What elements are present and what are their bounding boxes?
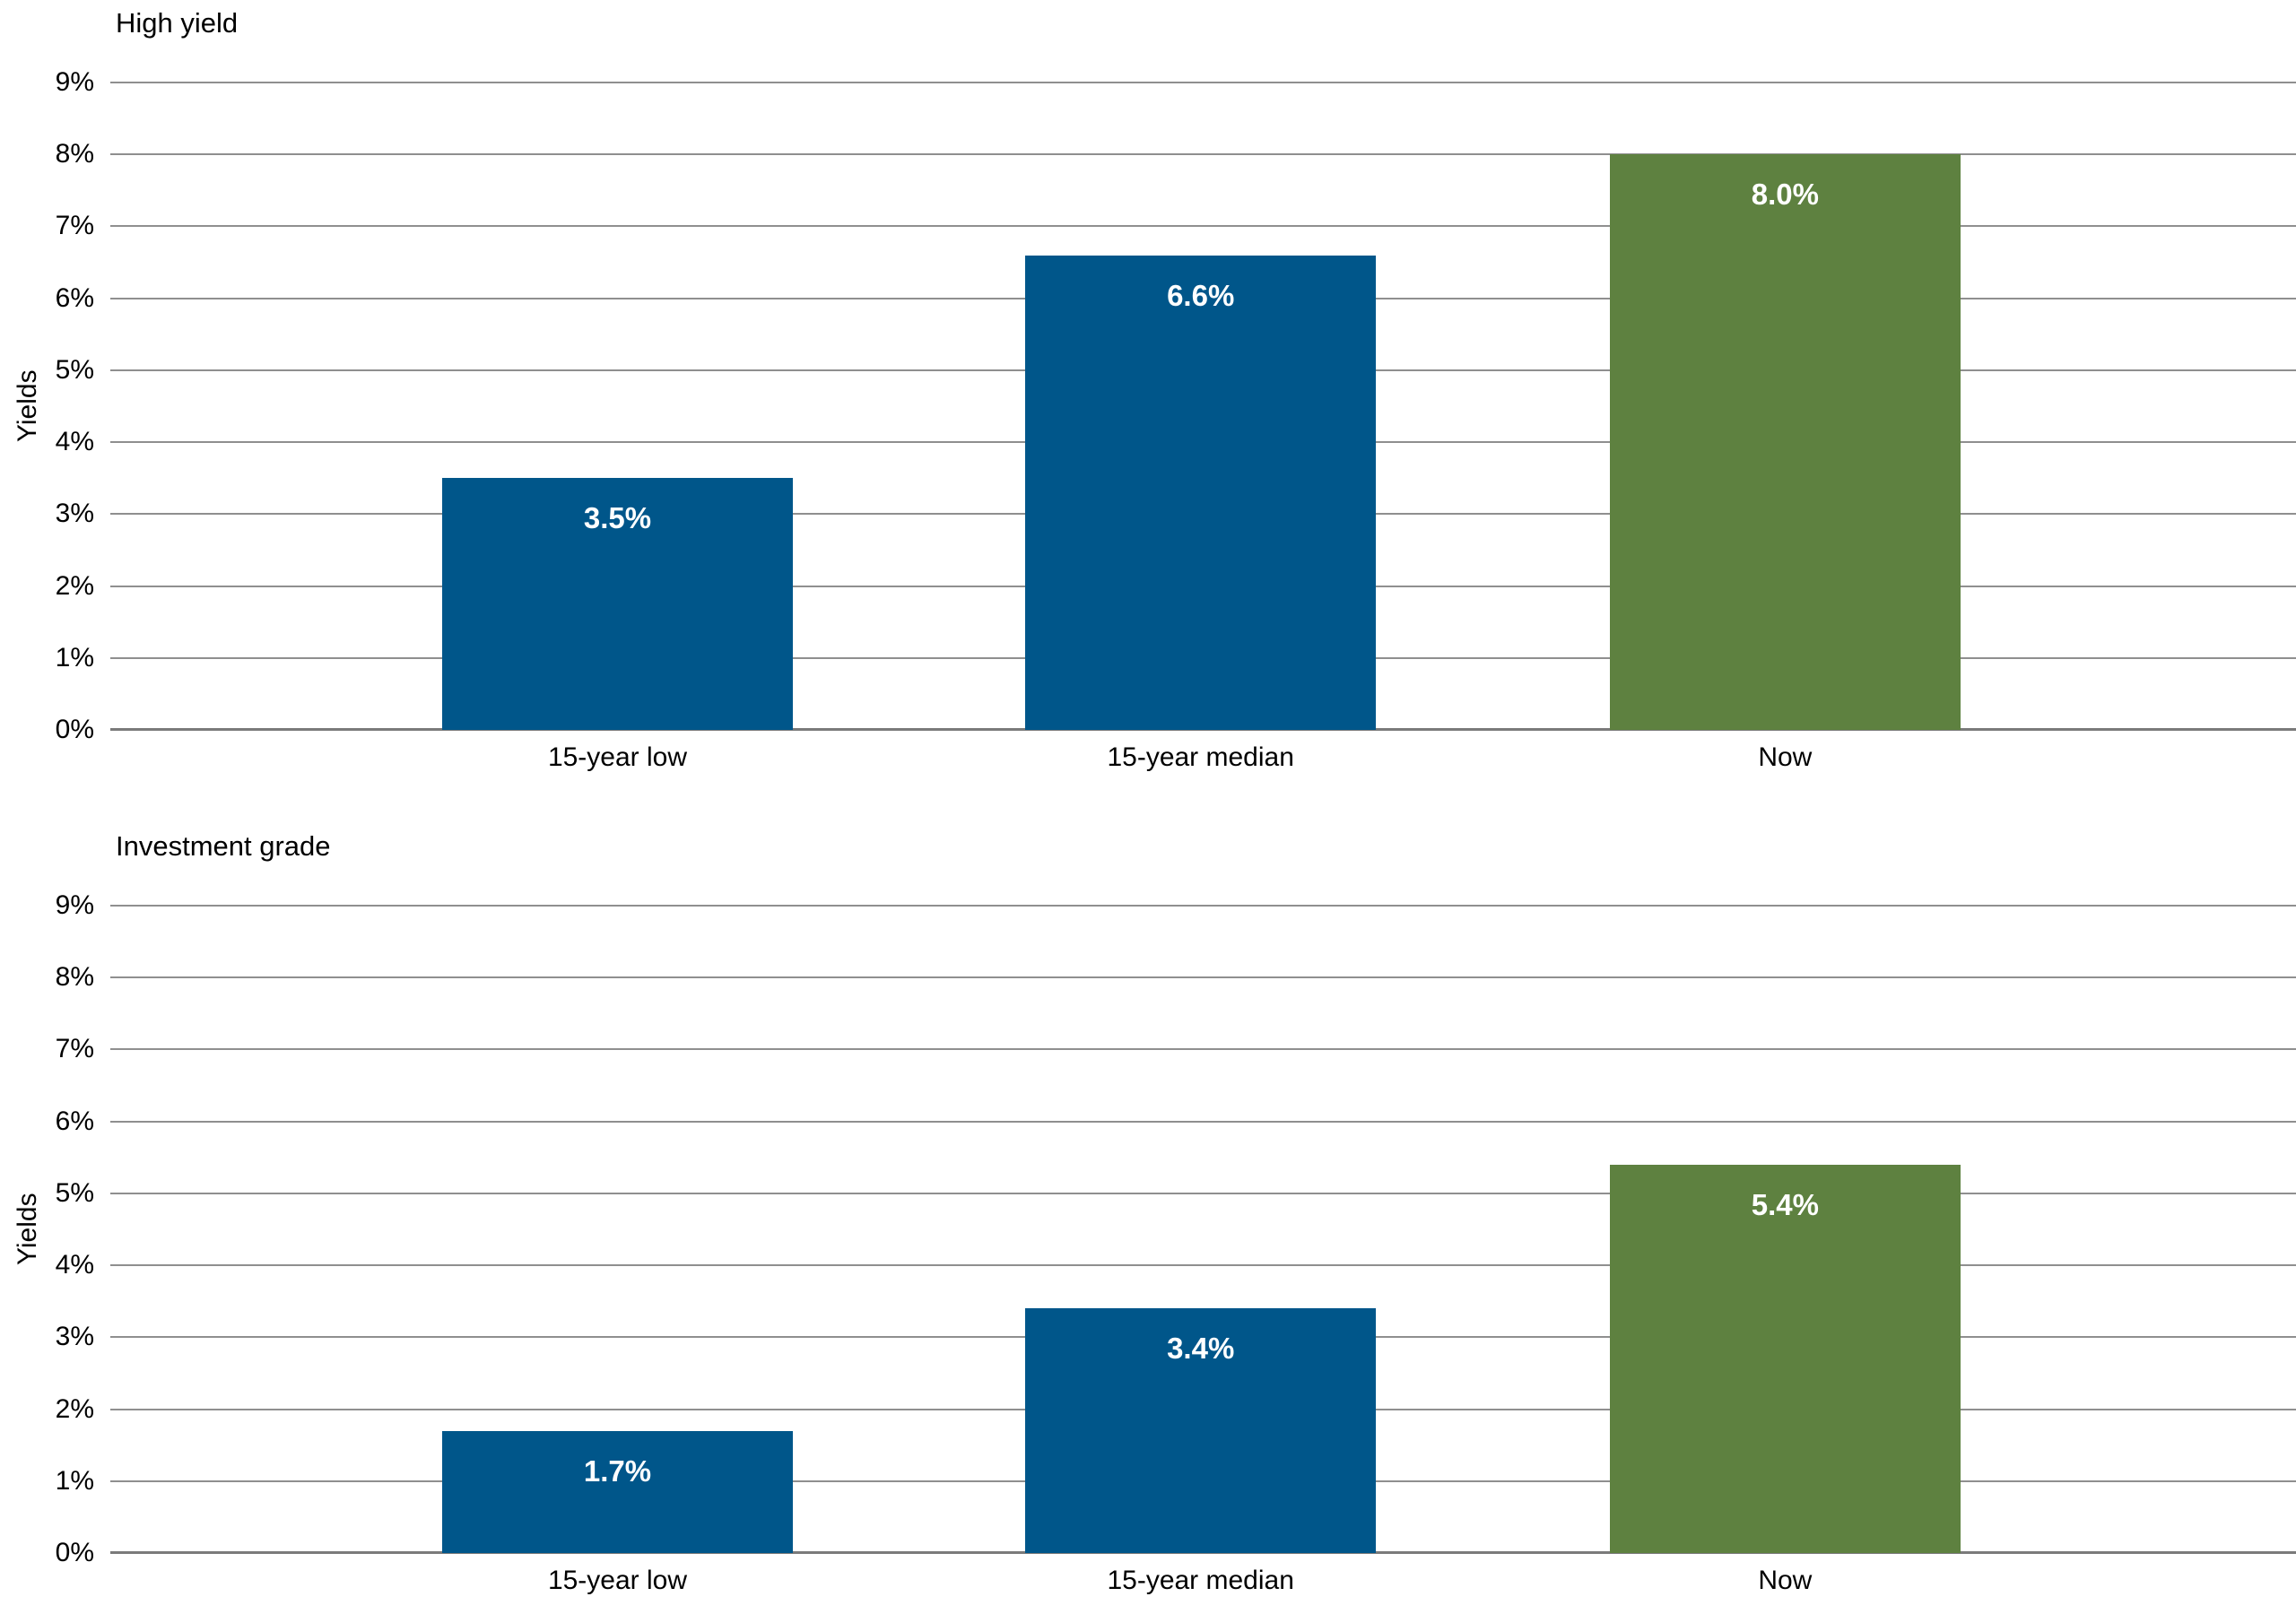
- gridline: [110, 1120, 2296, 1123]
- gridline: [110, 1264, 2296, 1267]
- bar-value-label: 3.4%: [1167, 1332, 1235, 1366]
- high-yield-chart: High yield Yields 0% 1% 2% 3% 4% 5% 6% 7% 8% 9% 3.…: [0, 0, 2296, 791]
- gridline: [110, 1192, 2296, 1194]
- y-axis-tick-label: 7%: [55, 211, 94, 241]
- x-axis-category-label: Now: [1758, 742, 1813, 772]
- y-axis-tick-label: 6%: [55, 1106, 94, 1136]
- y-axis-tick-label: 4%: [55, 427, 94, 457]
- y-axis-tick-label: 8%: [55, 139, 94, 169]
- y-axis-tick-label: 0%: [55, 1538, 94, 1567]
- bar-value-label: 8.0%: [1751, 178, 1819, 212]
- y-axis-tick-label: 5%: [55, 1177, 94, 1208]
- x-axis-category-label: 15-year median: [1107, 742, 1294, 772]
- bar-15-year-median: 3.4%: [1025, 1308, 1377, 1553]
- gridline: [110, 976, 2296, 979]
- y-axis-tick-label: 6%: [55, 282, 94, 313]
- bar-value-label: 1.7%: [583, 1453, 652, 1488]
- y-axis-tick-label: 1%: [55, 1465, 94, 1496]
- chart-title: High yield: [116, 7, 239, 39]
- y-axis-tick-label: 3%: [55, 499, 94, 529]
- y-axis-title: Yields: [13, 369, 42, 443]
- y-axis-tick-label: 9%: [55, 67, 94, 97]
- y-axis-tick-label: 9%: [55, 890, 94, 920]
- gridline: [110, 82, 2296, 83]
- bar-15-year-low: 3.5%: [441, 478, 794, 730]
- x-axis-category-label: 15-year low: [547, 742, 688, 772]
- investment-grade-chart: Investment grade Yields 0% 1% 2% 3% 4% 5% 6% 7%…: [0, 823, 2296, 1614]
- bar-value-label: 5.4%: [1751, 1187, 1819, 1221]
- chart-title: Investment grade: [116, 830, 331, 862]
- y-axis-tick-label: 8%: [55, 962, 94, 993]
- y-axis-tick-label: 5%: [55, 354, 94, 385]
- plot-area: Yields 0% 1% 2% 3% 4% 5% 6% 7% 8% 9% 3.5% 15-year l…: [13, 67, 2296, 772]
- bar-now: 5.4%: [1609, 1164, 1961, 1553]
- gridline: [110, 1048, 2296, 1051]
- x-axis-category-label: 15-year low: [547, 1566, 688, 1595]
- x-axis-category-label: 15-year median: [1107, 1566, 1294, 1595]
- y-axis-title: Yields: [13, 1193, 42, 1266]
- bar-15-year-median: 6.6%: [1025, 255, 1377, 730]
- y-axis-tick-label: 2%: [55, 570, 94, 601]
- plot-area: Yields 0% 1% 2% 3% 4% 5% 6% 7% 8% 9% 1.7% 15-year l…: [13, 890, 2296, 1595]
- x-axis-category-label: Now: [1758, 1566, 1813, 1595]
- y-axis-tick-label: 2%: [55, 1393, 94, 1424]
- bar-value-label: 3.5%: [583, 501, 652, 535]
- y-axis-tick-label: 1%: [55, 642, 94, 672]
- bar-now: 8.0%: [1609, 154, 1961, 730]
- gridline: [110, 153, 2296, 156]
- y-axis-tick-label: 3%: [55, 1322, 94, 1352]
- gridline: [110, 905, 2296, 907]
- y-axis-tick-label: 4%: [55, 1250, 94, 1280]
- bar-value-label: 6.6%: [1167, 278, 1235, 312]
- gridline: [110, 225, 2296, 228]
- bar-15-year-low: 1.7%: [441, 1430, 794, 1553]
- y-axis-tick-label: 7%: [55, 1034, 94, 1064]
- y-axis-tick-label: 0%: [55, 715, 94, 744]
